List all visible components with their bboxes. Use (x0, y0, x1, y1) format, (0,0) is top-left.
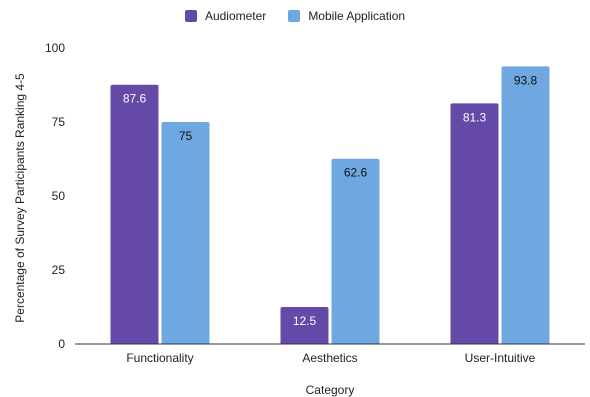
x-axis-label: Category (306, 383, 355, 397)
x-tick-label: Functionality (126, 351, 193, 365)
bar-audiometer-aesthetics (280, 307, 329, 344)
y-tick-label: 75 (52, 115, 66, 129)
y-axis-ticks: 0 25 50 75 100 (45, 41, 65, 351)
bar-audiometer-user-intuitive (450, 103, 499, 345)
bars: 87.6 75 12.5 62.6 81.3 93.8 (110, 66, 550, 345)
x-axis-ticks: Functionality Aesthetics User-Intuitive (126, 351, 535, 365)
y-axis-label: Percentage of Survey Participants Rankin… (13, 73, 27, 323)
bar-value-label: 81.3 (463, 110, 487, 124)
y-tick-label: 100 (45, 41, 65, 55)
bar-mobile-application-user-intuitive (501, 66, 550, 345)
legend-item-mobile-application: Mobile Application (288, 9, 405, 23)
bar-value-label: 62.6 (344, 166, 368, 180)
legend-item-audiometer: Audiometer (184, 9, 267, 23)
bar-audiometer-functionality (110, 84, 159, 344)
y-tick-label: 0 (58, 337, 65, 351)
legend-label-audiometer: Audiometer (204, 9, 267, 23)
legend-swatch-audiometer (184, 10, 197, 22)
bar-value-label: 75 (179, 129, 193, 143)
bar-mobile-application-functionality (161, 122, 210, 344)
legend-swatch-mobile-application (288, 10, 301, 22)
bar-value-label: 93.8 (514, 73, 538, 87)
y-tick-label: 25 (52, 263, 66, 277)
x-tick-label: User-Intuitive (465, 351, 536, 365)
y-tick-label: 50 (52, 189, 66, 203)
bar-value-label: 87.6 (123, 92, 147, 106)
x-tick-label: Aesthetics (302, 351, 357, 365)
bar-mobile-application-aesthetics (331, 158, 380, 344)
bar-value-label: 12.5 (293, 314, 317, 328)
legend-label-mobile-application: Mobile Application (308, 9, 406, 23)
legend: Audiometer Mobile Application (0, 9, 590, 23)
